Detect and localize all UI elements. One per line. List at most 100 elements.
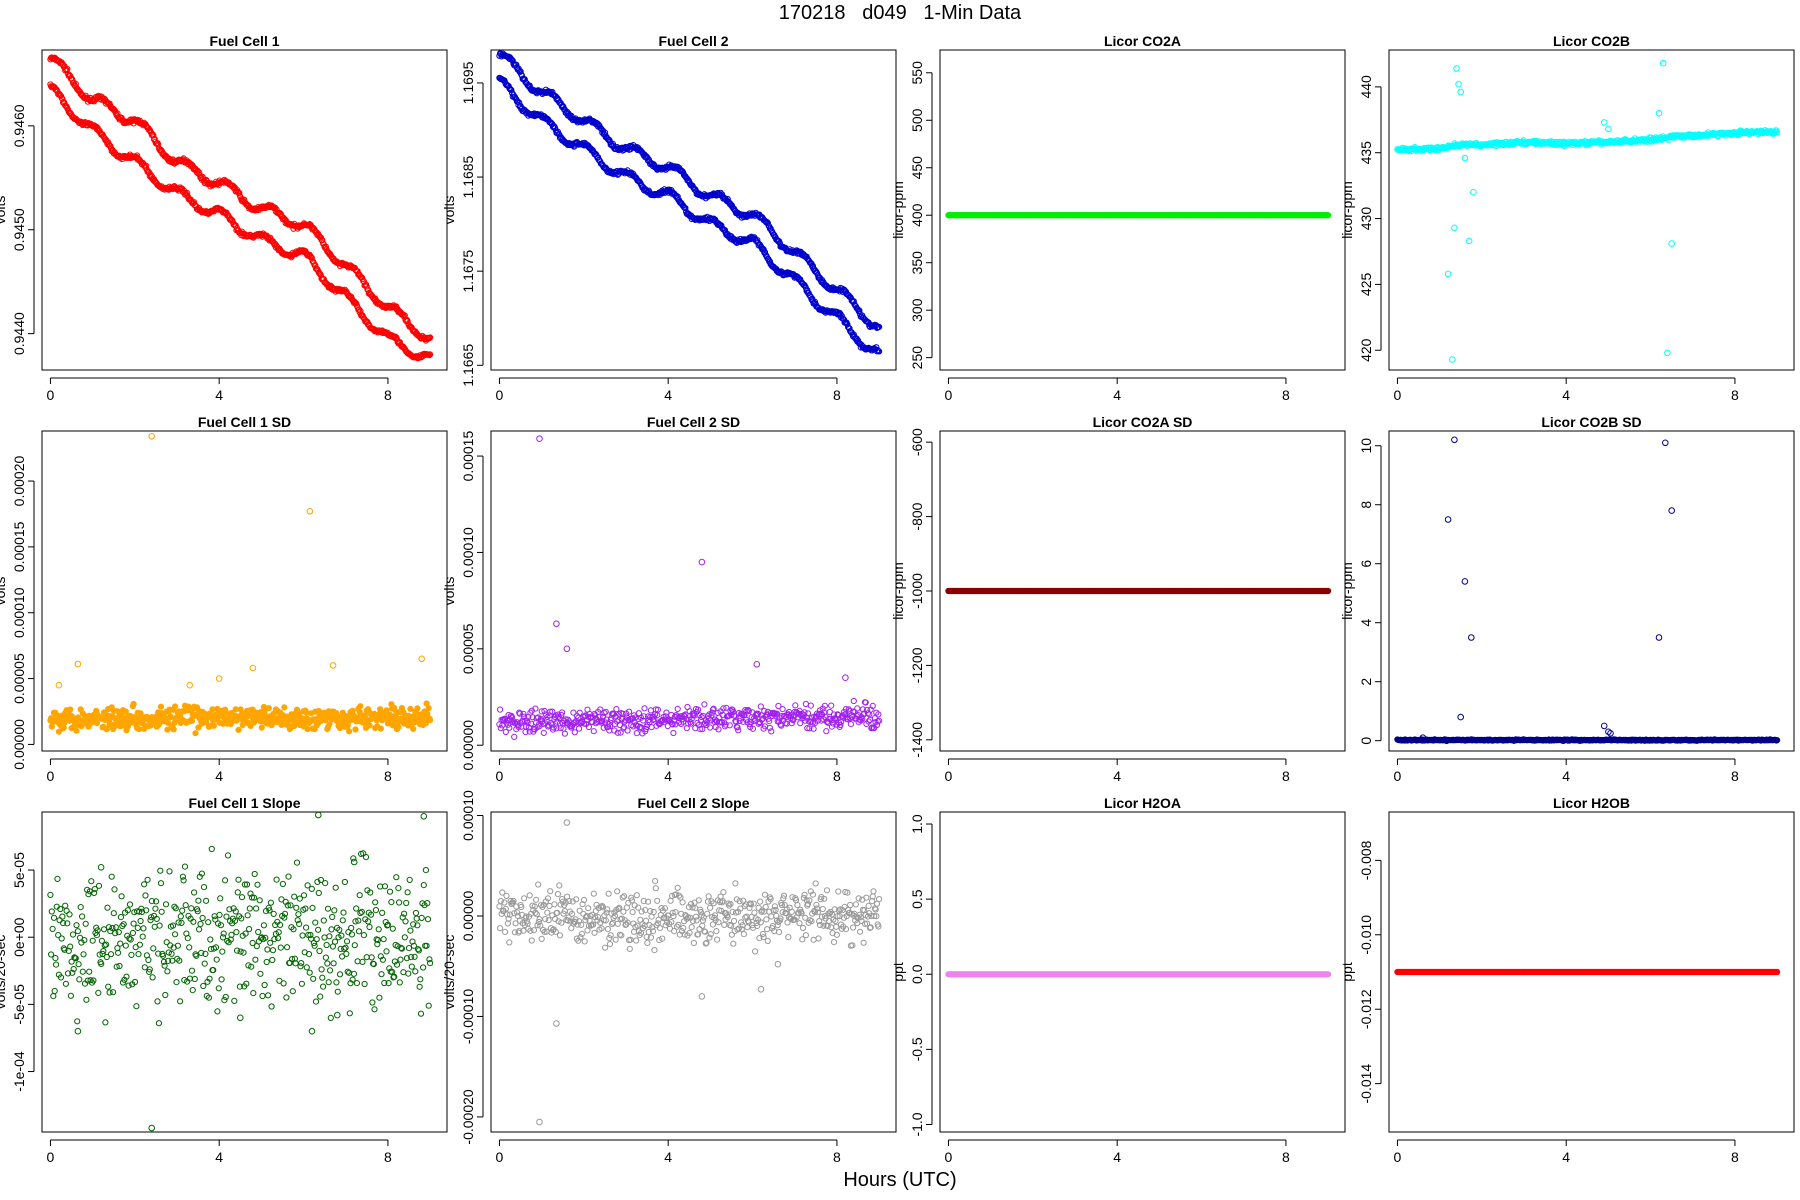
data-point: [617, 729, 624, 736]
data-point: [165, 719, 172, 727]
data-point: [807, 702, 814, 709]
data-point: [597, 706, 604, 713]
data-point: [606, 723, 614, 730]
data-point: [743, 707, 750, 715]
data-point: [736, 717, 743, 725]
x-tick-label: 8: [833, 768, 841, 784]
chart-fc1sd: Fuel Cell 1 SD0 4 80.000000.000050.000100.…: [0, 414, 448, 784]
data-point: [410, 725, 417, 733]
data-point: [103, 726, 110, 733]
data-point: [720, 705, 727, 712]
data-point: [708, 712, 715, 719]
points-fc2: [496, 50, 883, 355]
data-point: [514, 98, 521, 105]
data-point: [425, 335, 432, 342]
y-tick-label: 1.1675: [460, 250, 476, 293]
data-point: [674, 705, 681, 713]
data-point: [209, 706, 216, 713]
data-point: [395, 724, 402, 731]
outlier-point: [753, 661, 761, 668]
data-point: [602, 129, 609, 136]
data-point: [830, 711, 838, 718]
outlier-point: [418, 655, 426, 663]
data-point: [757, 703, 764, 710]
data-point: [316, 270, 323, 277]
y-tick-label: 400: [909, 203, 925, 227]
y-tick-label: -800: [909, 502, 925, 530]
data-point: [808, 718, 815, 725]
data-point: [806, 725, 813, 732]
data-point: [734, 724, 741, 731]
data-point: [308, 254, 315, 261]
data-point: [363, 283, 370, 290]
data-point: [383, 707, 390, 714]
x-tick-label: 4: [215, 768, 223, 784]
data-point: [779, 706, 786, 713]
data-point: [788, 720, 795, 727]
y-axis-label: volts: [0, 577, 8, 606]
data-point: [862, 699, 869, 706]
y-tick-label: 300: [909, 298, 925, 322]
data-point: [507, 86, 514, 93]
data-point: [272, 204, 279, 211]
data-point: [801, 709, 808, 716]
data-point: [414, 705, 421, 712]
points-co2b: [1394, 59, 1781, 363]
data-point: [619, 710, 626, 717]
chart-fc2: Fuel Cell 20 4 81.16651.16751.16851.1695vo…: [441, 33, 897, 403]
y-tick-label: 550: [909, 61, 925, 85]
data-point: [875, 711, 882, 718]
data-point: [856, 307, 863, 314]
data-point: [130, 700, 137, 708]
data-point: [60, 724, 67, 731]
data-point: [67, 706, 74, 713]
outlier-point: [842, 674, 849, 682]
points-fc2sd: [496, 435, 883, 741]
data-point: [357, 703, 364, 710]
data-point: [427, 351, 434, 358]
plot-frame: [1388, 49, 1795, 371]
data-point: [575, 725, 583, 732]
data-point: [663, 709, 670, 716]
y-tick-label: 430: [1358, 207, 1374, 231]
chart-title: Licor CO2A: [1104, 33, 1181, 49]
data-point: [222, 708, 229, 716]
y-axis-label: volts: [441, 577, 457, 606]
data-point: [558, 711, 565, 719]
data-point: [754, 710, 762, 717]
data-point: [532, 705, 539, 712]
outlier-point: [1605, 125, 1612, 133]
outlier-point: [74, 660, 82, 668]
data-point: [366, 722, 373, 729]
x-tick-label: 8: [1282, 387, 1290, 403]
data-point: [1325, 212, 1332, 219]
data-point: [349, 707, 356, 714]
data-point: [768, 728, 775, 735]
data-point: [598, 126, 605, 133]
y-axis-label: licor-ppm: [890, 562, 906, 620]
outlier-point: [1465, 237, 1473, 245]
data-point: [553, 725, 560, 732]
data-point: [235, 726, 242, 734]
data-point: [540, 729, 547, 737]
data-point: [576, 709, 583, 716]
y-tick-label: 0.00015: [11, 521, 27, 572]
data-point: [823, 728, 830, 735]
data-point: [850, 298, 857, 305]
plot-frame: [41, 49, 448, 371]
data-point: [192, 730, 199, 737]
outlier-point: [1455, 80, 1462, 88]
data-point: [526, 82, 533, 89]
data-point: [355, 306, 363, 313]
y-tick-label: 425: [1358, 273, 1374, 297]
data-point: [640, 713, 647, 720]
data-point: [730, 708, 737, 716]
data-point: [876, 348, 883, 355]
y-tick-label: 0.9450: [11, 208, 27, 251]
data-point: [602, 708, 609, 715]
data-point: [654, 706, 662, 713]
y-tick-label: 450: [909, 156, 925, 180]
data-point: [554, 128, 562, 135]
data-point: [585, 723, 593, 731]
